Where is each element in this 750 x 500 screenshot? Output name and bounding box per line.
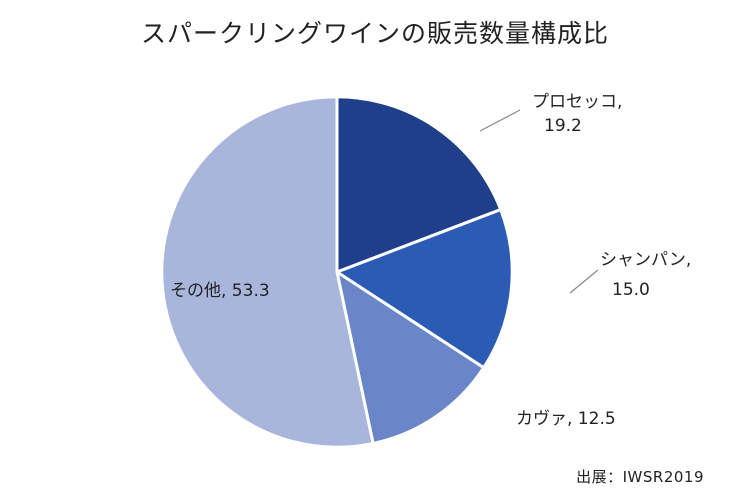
pie-slice	[160, 95, 375, 449]
source-note: 出展：IWSR2019	[576, 468, 704, 486]
pie-slice	[334, 268, 486, 446]
slice-label: プロセッコ, 19.2	[532, 92, 622, 136]
slice-label: カヴァ, 12.5	[516, 409, 616, 429]
pie-slice	[335, 95, 503, 275]
leader-line	[569, 269, 599, 294]
chart-title: スパークリングワインの販売数量構成比	[140, 19, 609, 48]
pie-slice	[333, 207, 514, 370]
slice-label: シャンパン, 15.0	[600, 250, 691, 300]
slice-label: その他, 53.3	[170, 281, 270, 301]
leader-line	[479, 109, 521, 132]
